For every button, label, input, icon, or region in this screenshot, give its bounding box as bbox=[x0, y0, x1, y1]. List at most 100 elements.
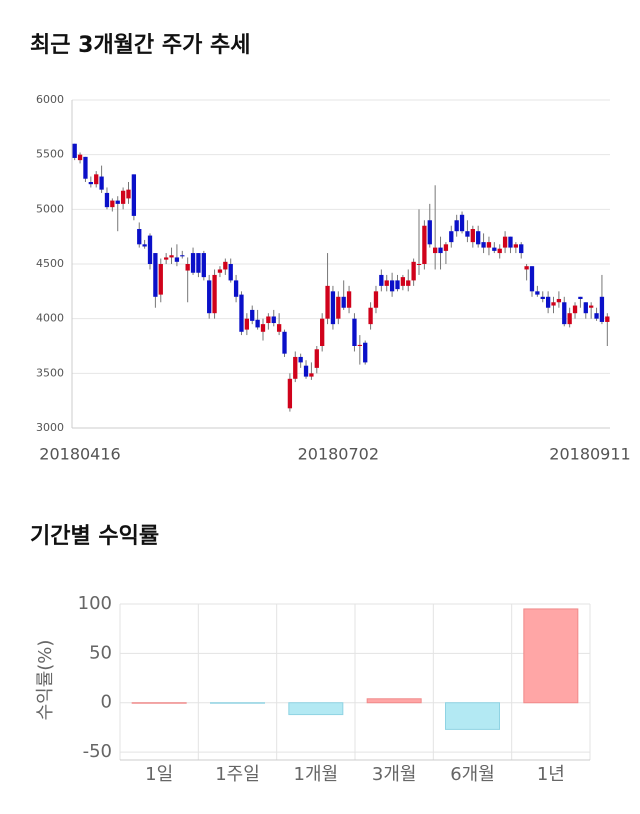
candle-body bbox=[110, 200, 115, 208]
candle-body bbox=[330, 291, 336, 325]
candle-body bbox=[589, 305, 594, 308]
candle-body bbox=[142, 244, 147, 247]
candle-body bbox=[147, 235, 153, 264]
candle-body bbox=[325, 285, 330, 319]
candle-body bbox=[137, 229, 142, 245]
bar bbox=[131, 702, 187, 704]
candle-body bbox=[217, 269, 223, 273]
y-tick-label: 5000 bbox=[36, 202, 64, 215]
candle-body bbox=[320, 318, 325, 346]
candle-body bbox=[185, 264, 190, 271]
candle-body bbox=[454, 220, 459, 232]
candle-body bbox=[287, 378, 293, 409]
candle-body bbox=[266, 316, 271, 324]
candle-body bbox=[529, 266, 535, 292]
y-tick-label: 100 bbox=[78, 593, 112, 614]
candle-body bbox=[395, 280, 400, 290]
candle-body bbox=[190, 253, 196, 273]
candle-body bbox=[239, 294, 244, 332]
candle-body bbox=[346, 291, 352, 308]
bar bbox=[210, 702, 265, 704]
candle-body bbox=[524, 266, 529, 270]
candle-body bbox=[169, 255, 174, 258]
candle-body bbox=[519, 244, 524, 254]
y-tick-label: -50 bbox=[83, 741, 112, 762]
candle-body bbox=[443, 244, 449, 251]
candle-body bbox=[314, 349, 319, 368]
x-tick-label: 1년 bbox=[537, 764, 565, 785]
candle-body bbox=[223, 261, 228, 270]
candle-body bbox=[88, 182, 93, 185]
candle-body bbox=[309, 373, 314, 377]
candle-body bbox=[416, 264, 422, 265]
candle-body bbox=[368, 307, 373, 325]
candle-body bbox=[492, 247, 497, 251]
candle-body bbox=[228, 264, 233, 281]
y-tick-label: 50 bbox=[89, 642, 112, 663]
candle-body bbox=[126, 189, 131, 199]
candle-body bbox=[572, 305, 578, 314]
candle-body bbox=[411, 261, 416, 281]
candle-body bbox=[497, 248, 502, 254]
candle-body bbox=[513, 244, 519, 248]
candle-body bbox=[282, 331, 287, 354]
candle-body bbox=[298, 356, 303, 363]
y-tick-label: 6000 bbox=[36, 93, 64, 106]
candle-body bbox=[201, 253, 206, 278]
candle-body bbox=[250, 309, 255, 321]
y-tick-label: 3000 bbox=[36, 421, 64, 434]
candle-body bbox=[352, 318, 357, 346]
y-axis-label: 수익률(%) bbox=[35, 640, 56, 721]
candle-body bbox=[174, 257, 180, 262]
candle-body bbox=[449, 231, 454, 243]
candle-body bbox=[207, 280, 212, 314]
candle-body bbox=[540, 296, 545, 299]
section-title: 최근 3개월간 주가 추세 bbox=[30, 33, 250, 58]
x-tick-label: 1주일 bbox=[215, 764, 260, 785]
candle-body bbox=[545, 296, 551, 308]
candle-body bbox=[131, 174, 137, 216]
x-tick-label: 20180416 bbox=[39, 445, 120, 464]
candle-body bbox=[389, 280, 395, 292]
candle-body bbox=[384, 280, 389, 286]
candle-body bbox=[481, 242, 486, 248]
candle-body bbox=[104, 192, 110, 208]
candle-body bbox=[94, 174, 99, 185]
candle-body bbox=[341, 296, 346, 308]
candle-body bbox=[233, 280, 239, 297]
candle-body bbox=[508, 236, 513, 248]
candle-body bbox=[99, 176, 104, 190]
y-tick-label: 0 bbox=[101, 692, 112, 713]
candle-body bbox=[605, 316, 610, 322]
x-tick-label: 1개월 bbox=[294, 764, 339, 785]
candle-body bbox=[567, 313, 572, 325]
y-tick-label: 3500 bbox=[36, 366, 64, 379]
candle-body bbox=[303, 365, 309, 377]
candle-body bbox=[594, 313, 599, 319]
candle-body bbox=[502, 236, 508, 248]
candle-body bbox=[336, 296, 341, 319]
candle-body bbox=[432, 247, 438, 254]
y-tick-label: 4500 bbox=[36, 257, 64, 270]
candle-body bbox=[120, 190, 126, 204]
candle-body bbox=[255, 319, 260, 328]
y-tick-label: 5500 bbox=[36, 148, 64, 161]
candle-body bbox=[271, 316, 276, 324]
candle-body bbox=[180, 255, 185, 257]
candle-body bbox=[551, 302, 556, 306]
bar bbox=[445, 702, 500, 730]
candle-body bbox=[363, 342, 368, 363]
candle-body bbox=[476, 231, 481, 245]
candle-body bbox=[422, 225, 427, 264]
bar bbox=[523, 608, 579, 704]
section-title: 기간별 수익률 bbox=[30, 524, 159, 549]
candle-body bbox=[158, 264, 163, 295]
candle-body bbox=[83, 156, 88, 179]
x-tick-label: 20180911 bbox=[549, 445, 630, 464]
candle-body bbox=[406, 280, 411, 286]
candle-body bbox=[535, 291, 540, 295]
candle-body bbox=[556, 298, 562, 303]
candle-body bbox=[583, 302, 588, 314]
candle-body bbox=[427, 220, 432, 245]
